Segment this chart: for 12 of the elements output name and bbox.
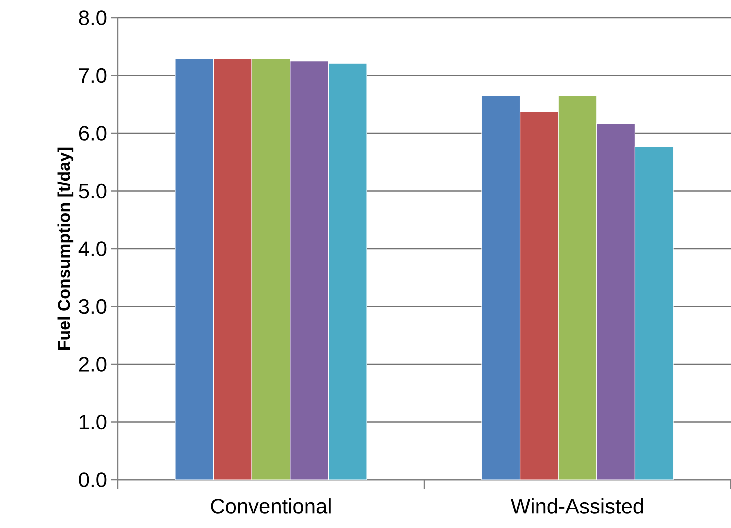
- x-tick-label: Conventional: [211, 498, 331, 514]
- y-tick-label: 3.0: [79, 299, 107, 314]
- y-tick-label: 2.0: [79, 357, 107, 372]
- x-tick-label: Wind-Assisted: [510, 498, 644, 514]
- y-tick-label: 6.0: [79, 126, 107, 141]
- y-tick-label: 4.0: [78, 242, 107, 256]
- y-tick-label: 0.0: [79, 472, 107, 488]
- y-tick-label: 1.0: [80, 414, 107, 430]
- y-tick-label: 8.0: [79, 10, 107, 26]
- y-axis-title: Fuel Consumption [t/day]: [58, 148, 74, 350]
- y-tick-label: 5.0: [79, 184, 107, 199]
- y-tick-label: 7.0: [79, 68, 107, 84]
